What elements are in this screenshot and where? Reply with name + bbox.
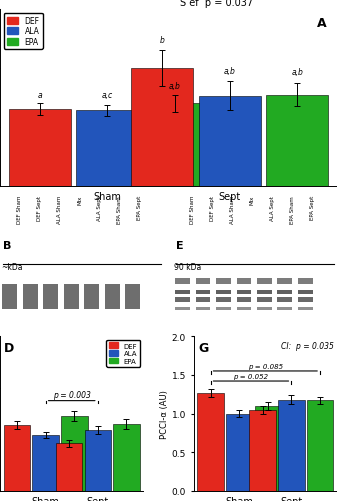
Text: ALA Sept: ALA Sept xyxy=(270,195,275,220)
Text: EPA Sham: EPA Sham xyxy=(117,195,122,223)
Text: a,b: a,b xyxy=(169,82,181,91)
Text: DEF Sept: DEF Sept xyxy=(210,195,215,220)
Bar xyxy=(216,307,231,311)
Text: D: D xyxy=(4,341,14,354)
Bar xyxy=(84,284,99,309)
Bar xyxy=(237,298,251,302)
Bar xyxy=(277,278,292,284)
Text: DEF Sham: DEF Sham xyxy=(17,195,22,224)
Bar xyxy=(257,298,272,302)
Legend: DEF, ALA, EPA: DEF, ALA, EPA xyxy=(106,340,140,367)
Bar xyxy=(226,414,252,491)
Bar xyxy=(277,307,292,311)
Bar xyxy=(216,298,231,302)
Bar xyxy=(175,298,190,302)
Bar xyxy=(307,401,333,491)
Bar xyxy=(195,278,210,284)
Text: S ef  p = 0.037: S ef p = 0.037 xyxy=(180,0,253,8)
Bar xyxy=(131,69,193,186)
Bar xyxy=(237,278,251,284)
Bar xyxy=(257,278,272,284)
Text: ALA Sham: ALA Sham xyxy=(230,195,235,224)
Text: b: b xyxy=(160,37,165,45)
Text: p = 0.085: p = 0.085 xyxy=(248,364,283,370)
Text: ~kDa: ~kDa xyxy=(2,262,23,271)
Bar xyxy=(266,95,328,186)
Bar xyxy=(277,291,292,295)
Bar xyxy=(56,443,82,491)
Bar xyxy=(216,291,231,295)
Text: G: G xyxy=(198,341,208,354)
Bar xyxy=(216,278,231,284)
Bar xyxy=(298,298,313,302)
Text: 90 kDa: 90 kDa xyxy=(174,262,202,271)
Bar xyxy=(61,416,88,491)
Bar xyxy=(125,284,140,309)
Text: p = 0.052: p = 0.052 xyxy=(234,374,269,380)
Bar xyxy=(237,291,251,295)
Bar xyxy=(298,307,313,311)
Bar xyxy=(199,97,261,186)
Text: p = 0.003: p = 0.003 xyxy=(53,390,91,399)
Text: DEF Sept: DEF Sept xyxy=(37,195,42,220)
Text: a,b: a,b xyxy=(291,68,303,77)
Text: ALA Sham: ALA Sham xyxy=(57,195,62,224)
Text: Mix: Mix xyxy=(77,195,82,205)
Bar xyxy=(195,307,210,311)
Bar xyxy=(257,291,272,295)
Bar xyxy=(257,307,272,311)
Bar xyxy=(43,284,58,309)
Y-axis label: PCCI-α (AU): PCCI-α (AU) xyxy=(160,389,169,438)
Bar xyxy=(278,400,305,491)
Bar xyxy=(144,104,206,186)
Text: EPA Sept: EPA Sept xyxy=(310,195,315,219)
Bar xyxy=(9,110,71,186)
Text: DEF Sham: DEF Sham xyxy=(190,195,195,224)
Text: a: a xyxy=(37,91,42,100)
Bar xyxy=(32,435,59,491)
Bar xyxy=(249,410,276,491)
Bar xyxy=(105,284,120,309)
Bar xyxy=(76,111,138,186)
Text: EPA Sham: EPA Sham xyxy=(290,195,295,223)
Legend: DEF, ALA, EPA: DEF, ALA, EPA xyxy=(4,14,42,50)
Bar xyxy=(255,406,281,491)
Text: ALA Sept: ALA Sept xyxy=(97,195,102,220)
Bar xyxy=(298,278,313,284)
Text: a,c: a,c xyxy=(101,91,113,100)
Text: EPA Sept: EPA Sept xyxy=(137,195,142,219)
Text: E: E xyxy=(176,240,184,250)
Bar xyxy=(237,307,251,311)
Bar xyxy=(277,298,292,302)
Text: A: A xyxy=(317,17,327,30)
Text: Mix: Mix xyxy=(250,195,255,205)
Text: a,b: a,b xyxy=(224,67,236,76)
Bar xyxy=(85,430,111,491)
Bar xyxy=(197,393,224,491)
Bar xyxy=(175,291,190,295)
Bar xyxy=(195,298,210,302)
Bar xyxy=(64,284,79,309)
Bar xyxy=(4,425,30,491)
Text: B: B xyxy=(3,240,12,250)
Bar xyxy=(23,284,38,309)
Bar xyxy=(175,278,190,284)
Bar xyxy=(2,284,17,309)
Text: CI:  p = 0.035: CI: p = 0.035 xyxy=(281,341,334,350)
Bar xyxy=(195,291,210,295)
Bar xyxy=(113,424,140,491)
Bar xyxy=(298,291,313,295)
Bar xyxy=(175,307,190,311)
